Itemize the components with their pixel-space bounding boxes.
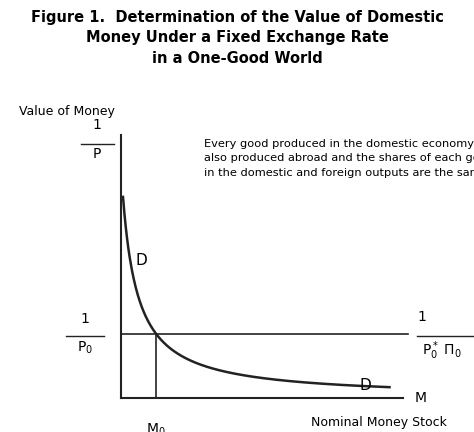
Text: Every good produced in the domestic economy is
also produced abroad and the shar: Every good produced in the domestic econ… [204,139,474,178]
Text: P$_0^*$ $\Pi_0$: P$_0^*$ $\Pi_0$ [422,339,462,362]
Text: M$_0$: M$_0$ [146,422,166,432]
Text: 1: 1 [418,310,426,324]
Text: D: D [135,254,147,268]
Text: Money Under a Fixed Exchange Rate: Money Under a Fixed Exchange Rate [86,30,388,45]
Text: P: P [93,147,101,161]
Text: in a One-Good World: in a One-Good World [152,51,322,66]
Text: Value of Money: Value of Money [19,105,115,118]
Text: D: D [359,378,371,393]
Text: P$_0$: P$_0$ [77,339,93,356]
Text: M: M [415,391,427,405]
Text: Nominal Money Stock: Nominal Money Stock [311,416,447,429]
Text: 1: 1 [93,118,101,132]
Text: Figure 1.  Determination of the Value of Domestic: Figure 1. Determination of the Value of … [30,10,444,25]
Text: 1: 1 [81,311,90,326]
